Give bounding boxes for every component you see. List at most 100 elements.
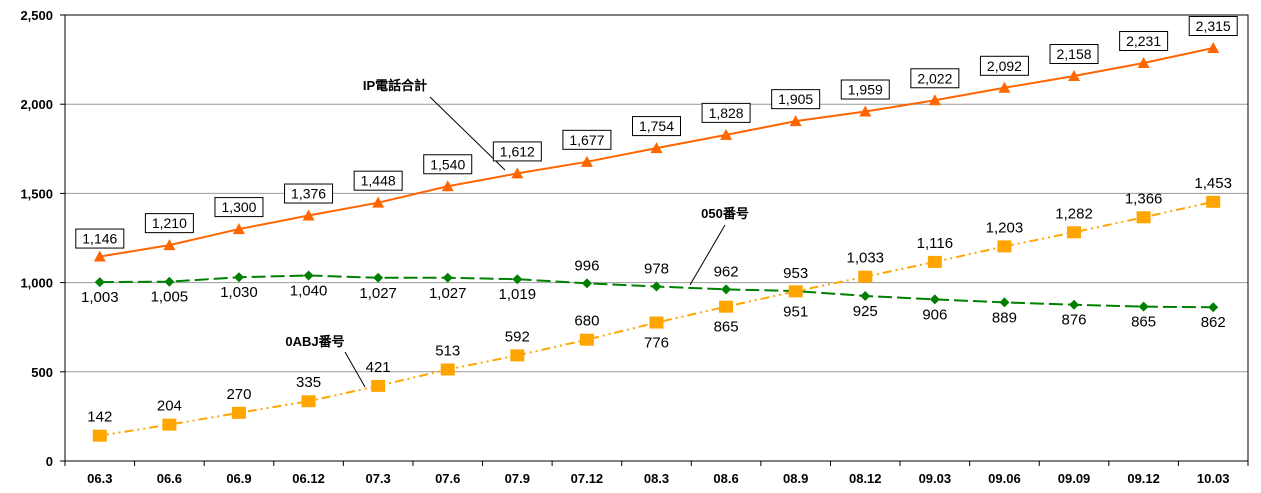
data-point [1069,299,1080,310]
data-point [997,240,1012,253]
data-point [719,300,734,313]
leader-line [344,351,366,388]
data-point [860,290,871,301]
data-point [1207,42,1220,54]
data-label-box [1188,16,1238,37]
series-line [99,200,1214,437]
annotation-leaders [344,96,726,388]
data-label: 1,905 [778,91,813,107]
data-point [859,105,872,117]
data-label: 906 [922,306,947,323]
data-label-box [284,183,334,204]
data-labels: 1,146 1,210 1,300 1,376 1,448 1,540 1,612 1,677… [75,16,1238,426]
x-tick-label: 06.9 [226,471,251,486]
data-label-box [1049,44,1099,65]
data-label: 1,146 [82,231,117,247]
x-tick-label: 07.9 [505,471,530,486]
data-label-box [423,154,473,175]
y-tick-label: 1,000 [20,276,53,291]
data-point [302,209,315,221]
x-tick-label: 07.12 [571,471,604,486]
y-tick-label: 2,500 [20,8,53,23]
data-label: 865 [714,319,739,336]
data-label: 1,033 [846,250,884,267]
data-label-box [632,116,681,137]
data-point [440,363,455,376]
x-tick-label: 09.03 [919,471,952,486]
x-tick-label: 09.09 [1058,471,1091,486]
data-label-box [353,170,403,191]
series-annotations: IP電話合計 050番号 0ABJ番号 [285,78,748,349]
data-label: 1,448 [361,173,396,189]
data-label: 1,116 [917,235,953,252]
data-label: 421 [366,359,391,376]
data-point [510,349,525,362]
data-point [93,250,106,262]
data-point [999,297,1010,308]
data-point [163,239,176,251]
data-label: 862 [1201,314,1226,331]
data-label: 951 [783,303,808,320]
data-label-box [492,141,542,162]
x-tick-label: 07.3 [365,471,390,486]
data-label-box [979,55,1029,76]
data-label: 1,003 [81,289,119,306]
y-tick-label: 0 [46,454,53,469]
data-point [928,94,941,106]
data-point [1068,70,1081,82]
x-tick-label: 06.6 [157,471,182,486]
x-tick-label: 06.3 [87,471,112,486]
data-point [789,115,802,127]
data-point [164,276,175,287]
leader-line [429,96,506,171]
series-name-label: 050番号 [701,206,749,221]
data-label: 996 [574,257,599,274]
plot-area [64,14,1249,462]
data-point [231,406,246,419]
data-label: 2,022 [917,70,952,86]
data-label: 680 [574,313,599,330]
data-label-box [214,197,264,218]
series-name-label: IP電話合計 [363,78,427,93]
data-label: 1,210 [152,215,187,231]
data-label-box [910,68,960,89]
data-label: 1,203 [986,219,1024,236]
data-point [511,167,524,179]
data-point [1206,195,1221,208]
data-label: 2,315 [1196,18,1231,34]
data-point [373,272,384,283]
data-label: 1,282 [1055,205,1093,222]
data-label: 925 [853,303,878,320]
x-tick-label: 08.6 [713,471,738,486]
data-point [649,316,664,329]
data-label: 513 [435,342,460,359]
data-label: 889 [992,309,1017,326]
data-label-box [1119,30,1169,51]
data-label: 1,677 [569,132,604,148]
series-name-label: 0ABJ番号 [285,334,344,349]
data-label: 204 [157,398,182,415]
leader-line [689,224,726,286]
data-label: 2,092 [987,58,1022,74]
data-point [233,272,244,283]
data-label: 1,027 [429,285,467,302]
x-axis-ticks: 06.3 06.6 06.9 06.12 07.3 07.6 07.9 07.12 08.3 08… [64,461,1249,486]
data-label-box [840,79,890,100]
data-label: 1,754 [639,118,674,134]
data-point [581,278,592,289]
data-label-box [562,129,612,150]
data-point [651,281,662,292]
data-point [1138,301,1149,312]
x-tick-label: 06.12 [292,471,325,486]
data-label: 1,300 [221,199,256,215]
data-point [1137,56,1150,68]
data-point [512,274,523,285]
data-label: 1,453 [1194,175,1232,192]
x-tick-label: 08.9 [783,471,808,486]
data-label: 1,040 [290,282,328,299]
data-point [998,81,1011,93]
data-label: 335 [296,374,321,391]
data-label-box [144,213,194,234]
data-point [1208,302,1219,313]
data-label: 1,376 [291,186,326,202]
